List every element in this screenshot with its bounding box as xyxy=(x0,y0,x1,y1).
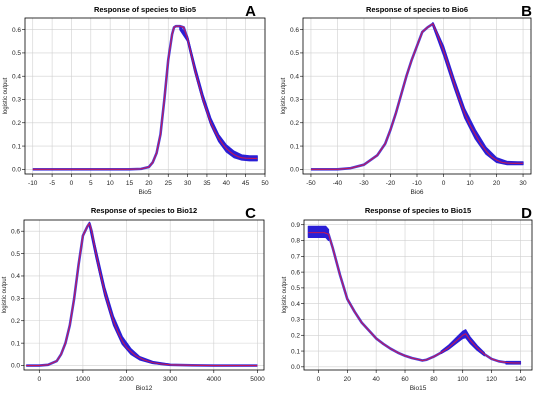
x-axis-label: Bio5 xyxy=(138,189,151,196)
panel-c: 0 1000 2000 3000 4000 5000 0.0 0.1 0.2 0.3 0.4 0.5 0… xyxy=(2,205,265,392)
x-tick-label: -50 xyxy=(306,180,316,187)
y-axis-label: logistic output xyxy=(281,77,287,114)
y-tick-label: 0.1 xyxy=(290,143,299,150)
chart-title: Response of species to Bio6 xyxy=(366,5,468,14)
y-axis-label: logistic output xyxy=(3,77,9,114)
panel-b: -50 -40 -30 -20 -10 0 10 20 30 0.0 0.1 0.2 0.3 0.4 0.5… xyxy=(281,3,532,196)
x-tick-label: 20 xyxy=(493,180,501,187)
y-tick-label: 0.4 xyxy=(291,301,300,308)
x-tick-label: 2000 xyxy=(119,376,134,383)
response-band-halo xyxy=(26,222,258,367)
y-tick-label: 0.4 xyxy=(11,273,20,280)
x-tick-label: 0 xyxy=(442,180,446,187)
y-tick-label: 0.2 xyxy=(11,318,20,325)
y-tick-label: 0.4 xyxy=(290,73,299,80)
x-tick-label: 20 xyxy=(145,180,153,187)
chart-title: Response of species to Bio15 xyxy=(365,206,471,215)
x-tick-label: 50 xyxy=(261,180,269,187)
panel-letter: B xyxy=(521,3,532,20)
y-tick-label: 0.0 xyxy=(291,364,300,371)
panel-d: 0 20 40 60 80 100 120 140 0.0 0.1 0.2 0.3 0.4 0.5 0.6 0… xyxy=(282,205,533,392)
x-tick-label: -30 xyxy=(359,180,369,187)
x-tick-label: 20 xyxy=(344,376,352,383)
y-tick-label: 0.3 xyxy=(291,317,300,324)
y-tick-label: 0.2 xyxy=(291,332,300,339)
x-tick-label: 1000 xyxy=(76,376,91,383)
mean-response-line xyxy=(308,232,521,364)
y-axis-label: logistic output xyxy=(2,276,8,313)
x-axis-label: Bio15 xyxy=(410,385,427,392)
mean-response-line xyxy=(26,222,258,367)
y-tick-label: 0.6 xyxy=(11,228,20,235)
y-tick-label: 0.3 xyxy=(12,97,21,104)
plot-frame xyxy=(23,219,265,371)
x-tick-label: 25 xyxy=(165,180,173,187)
x-tick-label: 0 xyxy=(70,180,74,187)
panel-letter: A xyxy=(245,3,256,20)
y-tick-label: 0.6 xyxy=(290,27,299,34)
y-tick-label: 0.3 xyxy=(290,97,299,104)
x-axis-label: Bio12 xyxy=(136,385,153,392)
y-tick-label: 0.1 xyxy=(12,143,21,150)
chart-title: Response of species to Bio12 xyxy=(91,206,197,215)
y-tick-label: 0.5 xyxy=(291,285,300,292)
y-tick-label: 0.6 xyxy=(12,27,21,34)
panel-letter: C xyxy=(245,205,256,222)
x-tick-label: 40 xyxy=(373,376,381,383)
plot-frame xyxy=(24,17,266,175)
response-band-halo xyxy=(308,231,521,365)
x-axis-label: Bio6 xyxy=(410,189,423,196)
confidence-band xyxy=(88,221,171,366)
x-tick-label: 120 xyxy=(486,376,497,383)
x-tick-label: 45 xyxy=(242,180,250,187)
y-tick-label: 0.1 xyxy=(291,348,300,355)
y-tick-label: 0.8 xyxy=(291,238,300,245)
y-tick-label: 0.4 xyxy=(12,73,21,80)
x-tick-label: -20 xyxy=(386,180,396,187)
x-tick-label: -5 xyxy=(49,180,55,187)
confidence-band xyxy=(432,22,524,166)
x-tick-label: 5 xyxy=(89,180,93,187)
y-tick-label: 0.7 xyxy=(291,254,300,261)
plot-frame xyxy=(303,219,533,371)
y-tick-label: 0.5 xyxy=(12,50,21,57)
y-tick-label: 0.0 xyxy=(290,167,299,174)
y-tick-label: 0.0 xyxy=(11,363,20,370)
y-tick-label: 0.3 xyxy=(11,296,20,303)
chart-title: Response of species to Bio5 xyxy=(94,5,196,14)
y-tick-label: 0.5 xyxy=(11,251,20,258)
x-tick-label: 30 xyxy=(519,180,527,187)
x-tick-label: 60 xyxy=(401,376,409,383)
x-tick-label: -10 xyxy=(412,180,422,187)
x-tick-label: 4000 xyxy=(207,376,222,383)
panel-letter: D xyxy=(521,205,532,222)
x-tick-label: 3000 xyxy=(163,376,178,383)
y-tick-label: 0.2 xyxy=(12,120,21,127)
x-tick-label: -40 xyxy=(333,180,343,187)
mean-response-line xyxy=(32,25,258,170)
y-tick-label: 0.9 xyxy=(291,222,300,229)
x-tick-label: 10 xyxy=(466,180,474,187)
x-tick-label: -10 xyxy=(28,180,38,187)
x-tick-label: 0 xyxy=(317,376,321,383)
x-tick-label: 100 xyxy=(457,376,468,383)
y-tick-label: 0.1 xyxy=(11,340,20,347)
y-tick-label: 0.6 xyxy=(291,269,300,276)
x-tick-label: 0 xyxy=(37,376,41,383)
y-tick-label: 0.5 xyxy=(290,50,299,57)
x-tick-label: 40 xyxy=(223,180,231,187)
x-tick-label: 140 xyxy=(515,376,526,383)
mean-response-line xyxy=(310,23,524,170)
y-tick-label: 0.2 xyxy=(290,120,299,127)
x-tick-label: 10 xyxy=(107,180,115,187)
x-tick-label: 5000 xyxy=(250,376,265,383)
x-tick-label: 15 xyxy=(126,180,134,187)
y-tick-label: 0.0 xyxy=(12,167,21,174)
panel-a: -10 -5 0 5 10 15 20 25 30 35 40 45 50 0.0 0.1 0.2 0.3 0.4… xyxy=(3,3,269,196)
x-tick-label: 35 xyxy=(203,180,211,187)
y-axis-label: logistic output xyxy=(282,276,288,313)
x-tick-label: 80 xyxy=(430,376,438,383)
x-tick-label: 30 xyxy=(184,180,192,187)
